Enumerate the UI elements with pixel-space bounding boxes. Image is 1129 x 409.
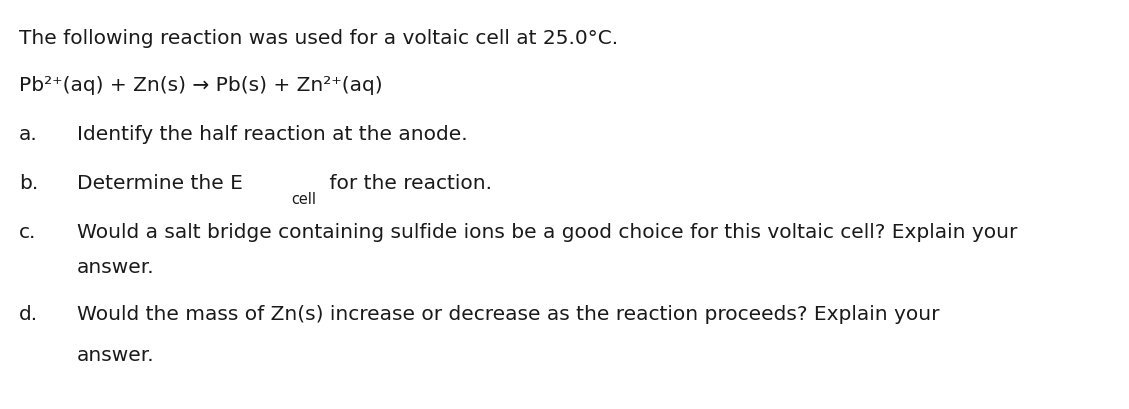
Text: Would a salt bridge containing sulfide ions be a good choice for this voltaic ce: Would a salt bridge containing sulfide i… [77,223,1017,242]
Text: Pb²⁺(aq) + Zn(s) → Pb(s) + Zn²⁺(aq): Pb²⁺(aq) + Zn(s) → Pb(s) + Zn²⁺(aq) [19,76,383,94]
Text: for the reaction.: for the reaction. [323,174,492,193]
Text: b.: b. [19,174,38,193]
Text: c.: c. [19,223,36,242]
Text: Determine the E: Determine the E [77,174,243,193]
Text: Identify the half reaction at the anode.: Identify the half reaction at the anode. [77,125,467,144]
Text: The following reaction was used for a voltaic cell at 25.0°C.: The following reaction was used for a vo… [19,29,619,47]
Text: answer.: answer. [77,258,155,276]
Text: answer.: answer. [77,346,155,364]
Text: d.: d. [19,305,38,324]
Text: Would the mass of Zn(s) increase or decrease as the reaction proceeds? Explain y: Would the mass of Zn(s) increase or decr… [77,305,939,324]
Text: cell: cell [291,192,316,207]
Text: a.: a. [19,125,38,144]
